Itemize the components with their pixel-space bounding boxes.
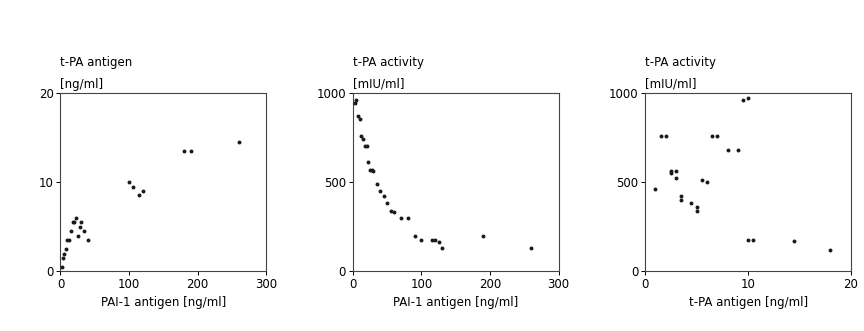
Point xyxy=(177,148,191,154)
Point xyxy=(432,239,446,245)
Text: [ng/ml]: [ng/ml] xyxy=(60,78,104,91)
Point xyxy=(57,251,71,256)
Point xyxy=(425,238,439,243)
Point xyxy=(361,160,375,165)
Point xyxy=(352,113,365,118)
Point xyxy=(659,133,673,138)
Point xyxy=(823,247,837,253)
Point xyxy=(384,208,397,213)
Point xyxy=(132,193,146,198)
Text: t-PA activity: t-PA activity xyxy=(645,57,716,70)
Point xyxy=(68,215,82,220)
Text: t-PA activity: t-PA activity xyxy=(353,57,424,70)
X-axis label: PAI-1 antigen [ng/ml]: PAI-1 antigen [ng/ml] xyxy=(101,296,226,308)
Point xyxy=(408,233,422,238)
Point xyxy=(689,205,703,210)
Point xyxy=(66,220,79,225)
Point xyxy=(524,246,538,251)
Point xyxy=(394,215,408,220)
Point xyxy=(55,264,69,270)
Point xyxy=(60,238,74,243)
Point xyxy=(435,246,449,251)
Point xyxy=(59,246,73,252)
X-axis label: PAI-1 antigen [ng/ml]: PAI-1 antigen [ng/ml] xyxy=(393,296,518,308)
Point xyxy=(710,133,724,138)
Point xyxy=(122,179,136,185)
Point xyxy=(365,167,379,172)
Point xyxy=(654,133,668,138)
Point xyxy=(78,229,92,234)
Point xyxy=(363,167,377,172)
Point xyxy=(356,136,370,142)
Point xyxy=(684,201,698,206)
Point xyxy=(55,256,69,261)
Point xyxy=(64,229,78,234)
Point xyxy=(67,220,81,225)
Point xyxy=(736,97,750,103)
Point xyxy=(370,181,384,186)
Point xyxy=(476,233,490,238)
Point xyxy=(125,184,139,189)
Text: [mIU/ml]: [mIU/ml] xyxy=(645,78,696,91)
Point xyxy=(429,238,442,243)
Point xyxy=(689,208,703,213)
Point xyxy=(649,187,663,192)
Point xyxy=(380,201,394,206)
Point xyxy=(731,147,745,153)
Point xyxy=(669,176,683,181)
Point xyxy=(354,133,368,138)
Point xyxy=(359,144,372,149)
Point xyxy=(669,169,683,174)
Point xyxy=(664,170,678,176)
Point xyxy=(705,133,719,138)
Point xyxy=(349,97,363,103)
Point xyxy=(136,188,149,194)
Point xyxy=(746,238,760,243)
Point xyxy=(373,188,387,194)
Point xyxy=(700,179,714,185)
Point xyxy=(415,238,429,243)
Point xyxy=(695,178,708,183)
Text: t-PA antigen: t-PA antigen xyxy=(60,57,133,70)
Point xyxy=(741,238,755,243)
Point xyxy=(721,147,734,153)
Point xyxy=(184,148,198,154)
Point xyxy=(674,197,688,203)
Point xyxy=(62,238,76,243)
Point xyxy=(71,233,85,238)
Point xyxy=(366,169,380,174)
Point xyxy=(232,139,246,144)
Point xyxy=(377,194,391,199)
Point xyxy=(73,224,86,229)
X-axis label: t-PA antigen [ng/ml]: t-PA antigen [ng/ml] xyxy=(689,296,808,308)
Point xyxy=(401,215,415,220)
Point xyxy=(353,117,366,122)
Point xyxy=(348,101,362,106)
Point xyxy=(741,95,755,101)
Text: [mIU/ml]: [mIU/ml] xyxy=(353,78,404,91)
Point xyxy=(787,238,801,244)
Point xyxy=(664,169,678,174)
Point xyxy=(74,220,88,225)
Point xyxy=(387,210,401,215)
Point xyxy=(674,194,688,199)
Point xyxy=(359,144,373,149)
Point xyxy=(81,238,95,243)
